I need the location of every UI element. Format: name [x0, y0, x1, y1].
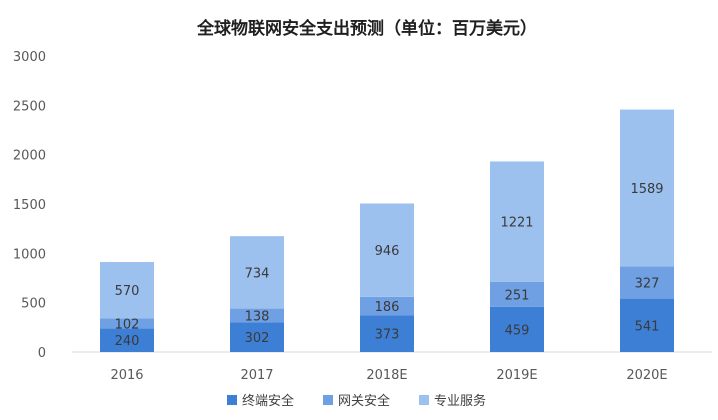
data-label: 373: [375, 328, 400, 343]
x-tick-label: 2020E: [626, 368, 667, 383]
bar-segment: [230, 236, 284, 309]
y-tick-label: 500: [21, 297, 46, 312]
data-label: 459: [505, 323, 530, 338]
x-tick-label: 2018E: [366, 368, 407, 383]
bar-segment: [100, 262, 154, 319]
legend-item: 网关安全: [323, 393, 390, 409]
bar-segment: [360, 296, 414, 316]
legend-label: 终端安全: [242, 393, 294, 409]
bar-segment: [490, 306, 544, 352]
legend-label: 专业服务: [434, 393, 486, 409]
y-tick-label: 1000: [13, 247, 46, 262]
x-axis: 2016 2017 2018E 2019E 2020E: [72, 351, 712, 383]
data-label: 541: [635, 319, 660, 334]
y-tick-label: 3000: [13, 50, 46, 65]
legend: 终端安全 网关安全 专业服务: [227, 393, 486, 409]
bar-segment: [620, 109, 674, 267]
legend-item: 终端安全: [227, 393, 294, 409]
bar-stack-2019E: 459 251 1221: [490, 161, 544, 352]
bar-series-group: 240 102 570 302 138 734 373 186 946 459 251 1221 541…: [100, 109, 674, 352]
data-label: 186: [375, 300, 400, 315]
x-tick-label: 2017: [240, 368, 273, 383]
data-label: 1589: [630, 182, 663, 197]
bar-stack-2018E: 373 186 946: [360, 203, 414, 352]
bar-segment: [360, 203, 414, 297]
bar-segment: [620, 298, 674, 352]
legend-item: 专业服务: [419, 393, 486, 409]
data-label: 138: [245, 309, 270, 324]
bar-segment: [360, 315, 414, 352]
legend-label: 网关安全: [338, 393, 390, 409]
data-label: 1221: [500, 216, 533, 231]
bar-stack-2016: 240 102 570: [100, 262, 154, 352]
y-tick-label: 1500: [13, 198, 46, 213]
y-tick-label: 0: [38, 346, 46, 361]
legend-swatch: [323, 395, 333, 405]
data-label: 302: [245, 331, 270, 346]
bar-segment: [100, 328, 154, 352]
data-label: 102: [115, 317, 140, 332]
bar-segment: [230, 322, 284, 352]
bar-segment: [230, 308, 284, 323]
x-tick-label: 2016: [110, 368, 143, 383]
bar-segment: [620, 266, 674, 299]
bar-segment: [100, 318, 154, 329]
data-label: 734: [245, 266, 270, 281]
y-axis: 0 500 1000 1500 2000 2500 3000: [13, 50, 46, 361]
legend-swatch: [227, 395, 237, 405]
y-tick-label: 2500: [13, 99, 46, 114]
bar-segment: [490, 281, 544, 307]
data-label: 251: [505, 288, 530, 303]
data-label: 240: [115, 334, 140, 349]
data-label: 946: [375, 244, 400, 259]
y-tick-label: 2000: [13, 149, 46, 164]
bar-segment: [490, 161, 544, 282]
legend-swatch: [419, 395, 429, 405]
data-label: 327: [635, 276, 660, 291]
x-tick-label: 2019E: [496, 368, 537, 383]
chart-title: 全球物联网安全支出预测（单位：百万美元）: [196, 18, 537, 39]
bar-stack-2020E: 541 327 1589: [620, 109, 674, 352]
bar-stack-2017: 302 138 734: [230, 236, 284, 352]
data-label: 570: [115, 284, 140, 299]
